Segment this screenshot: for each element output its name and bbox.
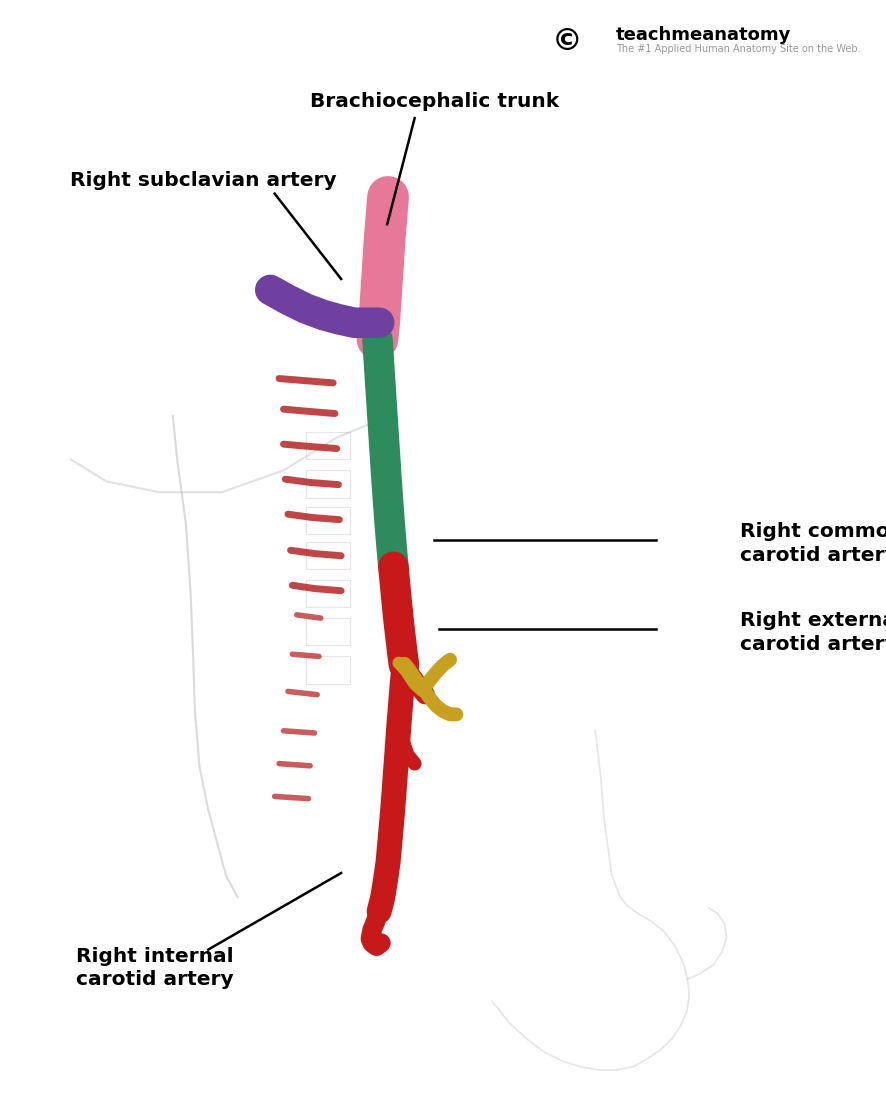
- Text: teachmeanatomy: teachmeanatomy: [616, 25, 791, 44]
- Text: Right subclavian artery: Right subclavian artery: [71, 171, 337, 190]
- Text: The #1 Applied Human Anatomy Site on the Web.: The #1 Applied Human Anatomy Site on the…: [616, 44, 860, 54]
- Text: Right internal
carotid artery: Right internal carotid artery: [76, 947, 234, 989]
- Text: Right external
carotid artery: Right external carotid artery: [740, 612, 886, 653]
- Text: Brachiocephalic trunk: Brachiocephalic trunk: [309, 92, 559, 112]
- Text: ©: ©: [552, 27, 582, 56]
- Text: Right common
carotid artery: Right common carotid artery: [740, 523, 886, 565]
